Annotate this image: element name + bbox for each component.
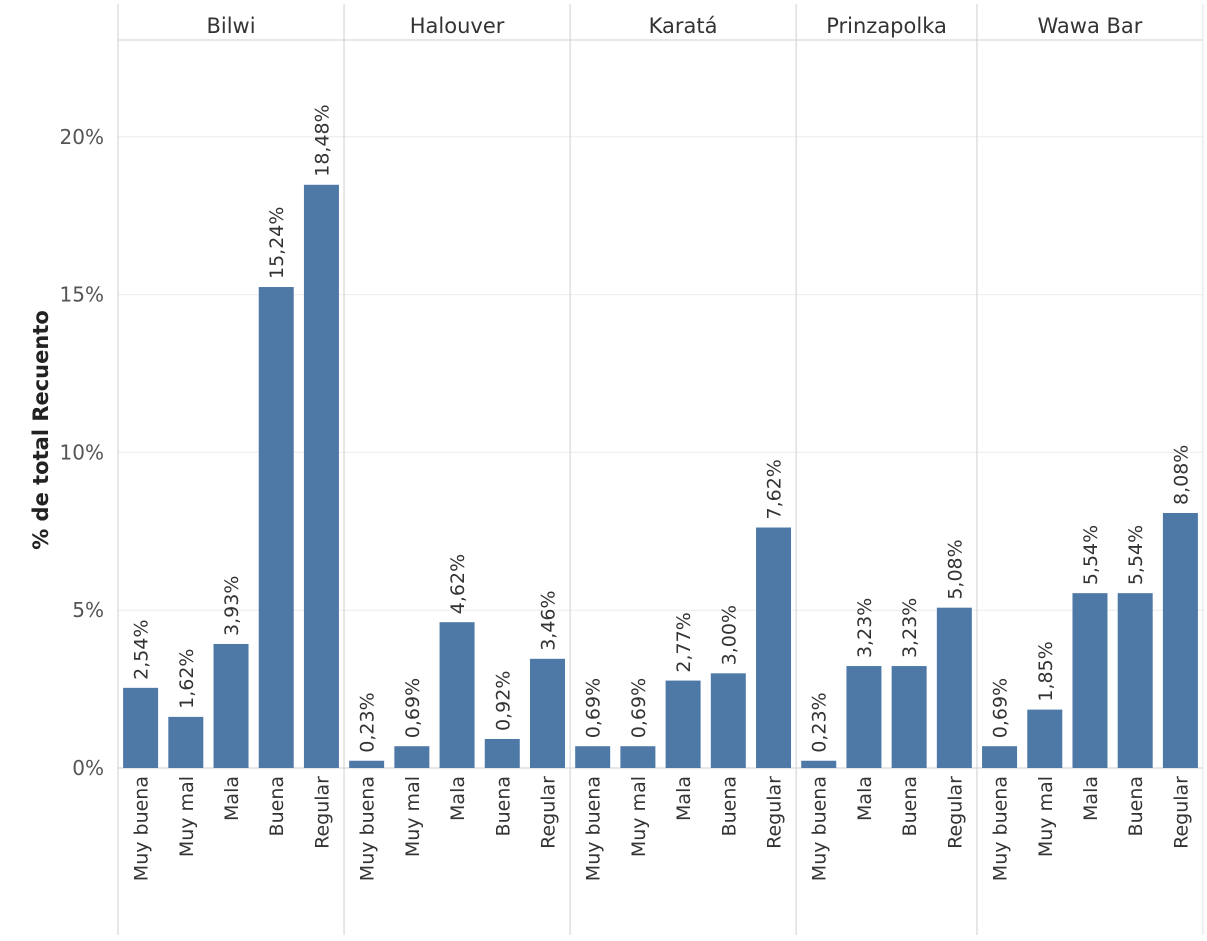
data-label: 15,24% — [266, 207, 288, 279]
category-label: Buena — [899, 776, 921, 836]
data-label: 3,46% — [537, 590, 559, 650]
y-tick-label: 20% — [60, 125, 104, 149]
category-label: Buena — [266, 776, 288, 836]
bar — [484, 738, 520, 768]
y-tick-label: 5% — [72, 598, 104, 622]
data-label: 0,23% — [357, 692, 379, 752]
category-label: Mala — [447, 776, 469, 821]
data-label: 5,54% — [1080, 525, 1102, 585]
category-label: Muy buena — [357, 776, 379, 881]
bar — [1027, 709, 1063, 768]
data-label: 4,62% — [447, 554, 469, 614]
category-label: Mala — [673, 776, 695, 821]
bar — [439, 622, 475, 768]
bar — [1117, 593, 1153, 768]
data-label: 1,85% — [1035, 641, 1057, 701]
y-tick-label: 15% — [60, 283, 104, 307]
y-tick-label: 10% — [60, 440, 104, 464]
data-label: 3,23% — [854, 598, 876, 658]
category-label: Muy buena — [809, 776, 831, 881]
category-label: Muy buena — [990, 776, 1012, 881]
panel-headers: Bilwi Halouver Karatá Prinzapolka Wawa Bar — [206, 14, 1142, 38]
bar — [529, 658, 565, 768]
bars — [123, 184, 1198, 769]
category-label: Regular — [311, 776, 333, 849]
category-label: Muy buena — [131, 776, 153, 881]
data-label: 7,62% — [764, 459, 786, 519]
category-label: Mala — [854, 776, 876, 821]
bar — [801, 760, 837, 768]
data-label: 3,93% — [221, 576, 243, 636]
data-label: 18,48% — [311, 104, 333, 176]
category-label: Muy mal — [1035, 776, 1057, 857]
data-label: 0,69% — [990, 678, 1012, 738]
data-labels: 2,54% 1,62% 3,93% 15,24% 18,48% 0,23% 0,69% 4,6… — [131, 104, 1193, 752]
category-label: Regular — [537, 776, 559, 849]
category-label: Muy mal — [402, 776, 424, 857]
data-label: 2,54% — [131, 619, 153, 679]
panel-frame — [117, 4, 1204, 935]
data-label: 8,08% — [1170, 445, 1192, 505]
panel-header: Bilwi — [206, 14, 255, 38]
bar — [123, 687, 159, 768]
panel-header: Halouver — [410, 14, 505, 38]
bar — [846, 666, 882, 768]
gridlines — [118, 136, 1203, 611]
data-label: 5,54% — [1125, 525, 1147, 585]
y-axis-title: % de total Recuento — [29, 310, 53, 550]
category-label: Mala — [1080, 776, 1102, 821]
category-labels: Muy buena Muy mal Mala Buena Regular Muy buen… — [131, 776, 1193, 881]
bar — [665, 680, 701, 768]
y-axis: % de total Recuento 0% 5% 10% 15% 20% — [29, 125, 104, 780]
category-label: Mala — [221, 776, 243, 821]
data-label: 2,77% — [673, 612, 695, 672]
bar — [936, 607, 972, 768]
panel-header: Wawa Bar — [1038, 14, 1143, 38]
category-label: Buena — [718, 776, 740, 836]
y-tick-label: 0% — [72, 756, 104, 780]
data-label: 1,62% — [176, 649, 198, 709]
bar — [891, 666, 927, 768]
bar — [756, 527, 792, 768]
data-label: 3,00% — [718, 605, 740, 665]
data-label: 0,23% — [809, 692, 831, 752]
category-label: Regular — [764, 776, 786, 849]
panel-header: Karatá — [649, 14, 718, 38]
bar — [168, 716, 204, 768]
category-label: Regular — [1170, 776, 1192, 849]
data-label: 0,69% — [628, 678, 650, 738]
data-label: 3,23% — [899, 598, 921, 658]
panel-header: Prinzapolka — [826, 14, 947, 38]
bar — [349, 760, 385, 768]
bar — [710, 673, 746, 768]
category-label: Muy buena — [583, 776, 605, 881]
bar — [982, 746, 1018, 768]
data-label: 0,69% — [402, 678, 424, 738]
bar — [1072, 593, 1108, 768]
data-label: 5,08% — [944, 539, 966, 599]
category-label: Muy mal — [176, 776, 198, 857]
bar — [394, 746, 430, 768]
bar — [213, 643, 249, 768]
data-label: 0,92% — [492, 671, 514, 731]
category-label: Buena — [1125, 776, 1147, 836]
bar — [620, 746, 656, 768]
data-label: 0,69% — [583, 678, 605, 738]
category-label: Buena — [492, 776, 514, 836]
category-label: Muy mal — [628, 776, 650, 857]
bar — [258, 287, 294, 768]
category-label: Regular — [944, 776, 966, 849]
bar — [575, 746, 611, 768]
bar — [303, 184, 339, 769]
bar — [1162, 512, 1198, 768]
